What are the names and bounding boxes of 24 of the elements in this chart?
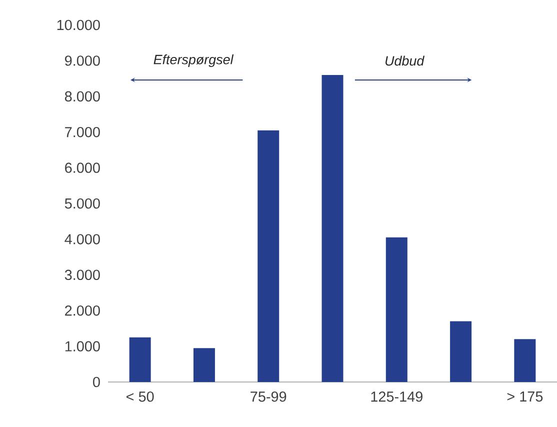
bar bbox=[322, 74, 344, 382]
x-tick-label: > 175 bbox=[507, 392, 543, 402]
annotation: Efterspørgsel bbox=[154, 54, 234, 67]
bar bbox=[129, 337, 151, 382]
bar bbox=[258, 130, 280, 382]
x-tick-label: < 50 bbox=[126, 392, 154, 402]
bar bbox=[514, 339, 536, 382]
y-tick-label: 2.000 bbox=[65, 305, 100, 316]
bar bbox=[193, 348, 215, 382]
y-tick-label: 1.000 bbox=[65, 341, 100, 352]
y-tick-label: 8.000 bbox=[64, 91, 100, 102]
x-tick-label: 75-99 bbox=[250, 392, 286, 402]
annotation: Udbud bbox=[386, 56, 425, 66]
bar bbox=[450, 321, 472, 382]
y-tick-label: 7.000 bbox=[65, 126, 100, 138]
y-tick-label: 10.000 bbox=[57, 20, 100, 30]
y-tick-label: 0 bbox=[93, 376, 100, 388]
y-tick-label: 5.000 bbox=[64, 198, 100, 209]
y-tick-label: 3.000 bbox=[64, 270, 100, 280]
y-tick-label: 4.000 bbox=[64, 234, 100, 244]
y-tick-label: 6.000 bbox=[65, 162, 100, 173]
y-tick-label: 9.000 bbox=[65, 56, 100, 66]
x-tick-label: 125-149 bbox=[371, 392, 422, 402]
bar bbox=[386, 237, 408, 382]
